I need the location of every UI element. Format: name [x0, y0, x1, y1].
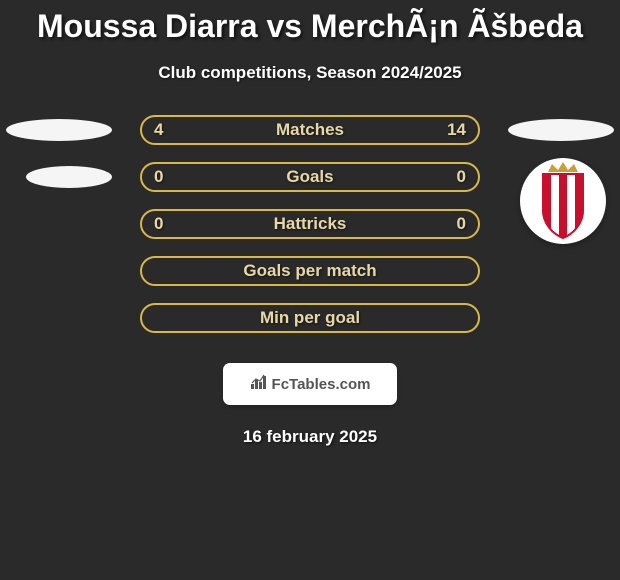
stat-label: Matches — [142, 120, 478, 140]
stat-row: Min per goal — [0, 303, 620, 333]
stat-value-right: 14 — [447, 120, 466, 140]
club-badge — [520, 158, 606, 244]
stat-label: Goals per match — [142, 261, 478, 281]
stat-pill: 0Goals0 — [140, 162, 480, 192]
fctables-watermark: FcTables.com — [223, 363, 397, 405]
stat-pill: Min per goal — [140, 303, 480, 333]
stat-value-right: 0 — [457, 167, 466, 187]
stat-label: Goals — [142, 167, 478, 187]
stats-area: 4Matches140Goals00Hattricks0Goals per ma… — [0, 115, 620, 333]
fctables-label: FcTables.com — [272, 376, 371, 393]
stat-pill: Goals per match — [140, 256, 480, 286]
bar-chart-icon — [250, 374, 270, 394]
stat-pill: 0Hattricks0 — [140, 209, 480, 239]
stat-label: Hattricks — [142, 214, 478, 234]
page-subtitle: Club competitions, Season 2024/2025 — [0, 63, 620, 83]
stat-label: Min per goal — [142, 308, 478, 328]
comparison-card: Moussa Diarra vs MerchÃ¡n Ãšbeda Club co… — [0, 0, 620, 580]
date-label: 16 february 2025 — [0, 427, 620, 447]
stat-value-right: 0 — [457, 214, 466, 234]
player-marker-left — [6, 119, 112, 141]
shield-icon — [528, 162, 598, 240]
page-title: Moussa Diarra vs MerchÃ¡n Ãšbeda — [0, 0, 620, 45]
stat-row: Goals per match — [0, 256, 620, 286]
player-marker-left — [26, 166, 112, 188]
stat-pill: 4Matches14 — [140, 115, 480, 145]
player-marker-right — [508, 119, 614, 141]
